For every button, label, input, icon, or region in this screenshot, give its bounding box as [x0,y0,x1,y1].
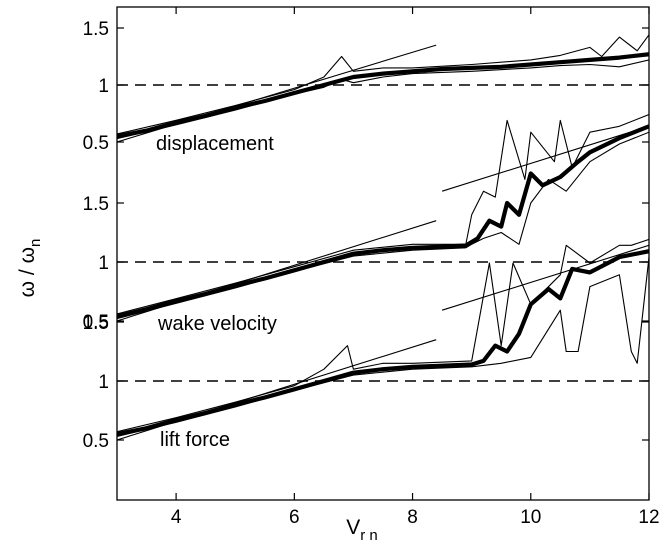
series-lower-line [117,131,649,320]
series-upper-line [117,238,649,433]
y-tick-label: 1.5 [83,194,109,215]
x-tick-label: 8 [407,507,418,528]
y-tick-label: 1.5 [83,313,109,334]
series-lower-line [117,257,649,438]
plot-area: 4 6 8 10 120.511.50.511.50.511.5 [83,6,660,528]
panel-labels: displacement wake velocity lift force [156,133,277,451]
y-tick-label: 1 [98,76,109,97]
y-tick-label: 0.5 [83,431,109,452]
panel-2: 0.5 1 1.5 [83,238,649,452]
x-axis-label-subscript: r n [360,527,378,544]
series-mean-line [117,52,649,139]
x-axis-label-main: V [346,516,360,539]
panel-label-wake-velocity: wake velocity [157,313,277,335]
fit-line [441,125,649,192]
x-tick-label: 12 [638,507,659,528]
fit-line [441,244,649,311]
axes-frame [116,6,650,501]
panel-1: 0.5 1 1.5 [83,113,649,333]
series-mean-line [117,124,649,319]
y-axis-label-subscript: n [27,239,44,247]
axis-titles: Vr n ω / ωn [16,239,378,544]
x-tick-label: 10 [520,507,541,528]
y-tick-label: 0.5 [83,133,109,154]
x-axis-label: Vr n [346,516,378,544]
series-mean-line [117,249,649,437]
y-tick-label: 1 [98,372,109,393]
y-tick-label: 1.5 [83,19,109,40]
y-tick-label: 0.5 [83,312,109,333]
panel-0: 0.5 1 1.5 [83,19,649,154]
y-tick-label: 1 [98,253,109,274]
panel-label-lift-force: lift force [160,429,230,451]
panel-label-displacement: displacement [156,133,274,155]
series-upper-line [117,113,649,315]
series-upper-line [117,34,649,135]
series-lower-line [117,59,649,140]
y-axis-label-main: ω / ω [16,247,39,297]
x-tick-label: 6 [289,507,300,528]
y-axis-label: ω / ωn [16,239,44,298]
x-tick-label: 4 [171,507,182,528]
